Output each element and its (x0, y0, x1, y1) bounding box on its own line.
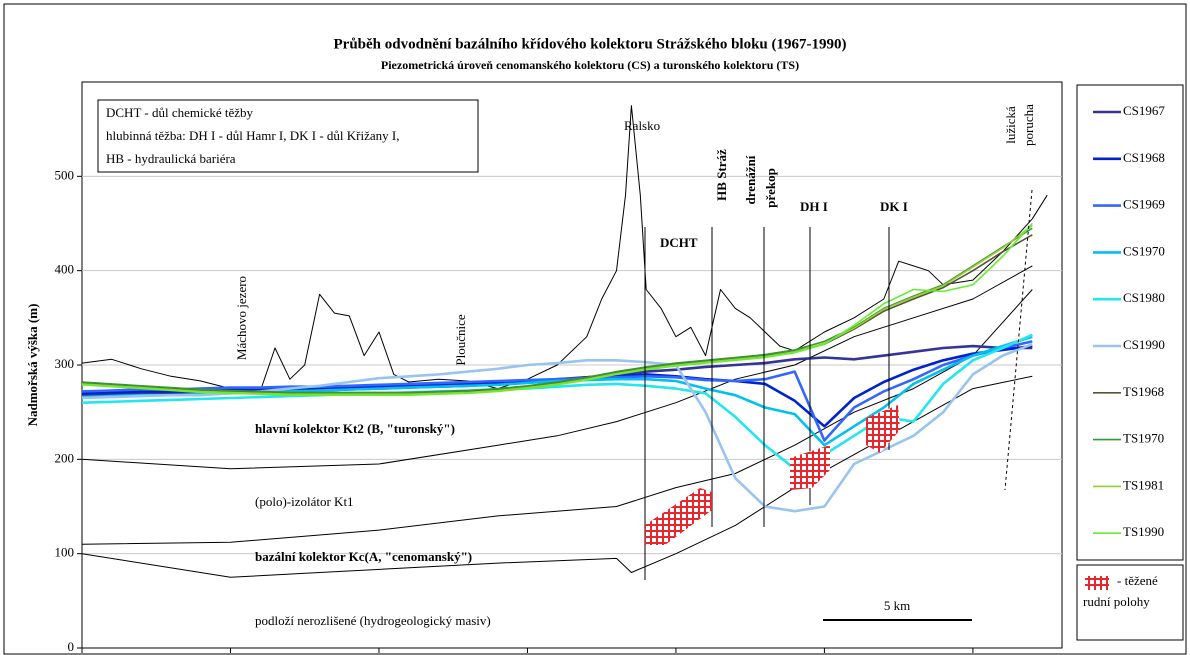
legend-label: CS1980 (1123, 290, 1165, 305)
chart-subtitle: Piezometrická úroveň cenomanského kolekt… (381, 58, 799, 72)
y-tick-label: 400 (55, 262, 75, 277)
annotation: lužická (1003, 106, 1018, 144)
y-tick-label: 300 (55, 356, 75, 371)
annotation: Máchovo jezero (234, 276, 249, 360)
layer-label: podloží nerozlišené (hydrogeologický mas… (255, 613, 491, 628)
annotation: DK I (880, 199, 908, 214)
annotation: překop (763, 168, 778, 208)
annotation: DH I (800, 199, 828, 214)
scale-label: 5 km (884, 598, 910, 613)
layer-boundary (81, 289, 1033, 545)
layer-label: bazální kolektor Kc(A, "cenomanský") (255, 549, 472, 564)
legend-ore-swatch (1085, 576, 1109, 590)
legend-label: CS1967 (1123, 103, 1165, 118)
annotation: Ploučnice (453, 314, 468, 365)
y-axis-label: Nadmořská výška (m) (25, 304, 40, 427)
chart-title: Průběh odvodnění bazálního křídového kol… (334, 36, 847, 52)
note: hlubinná těžba: DH I - důl Hamr I, DK I … (106, 128, 400, 143)
legend-label: CS1969 (1123, 197, 1165, 212)
annotation: HB Stráž (714, 149, 729, 201)
y-tick-label: 500 (55, 167, 75, 182)
y-tick-label: 0 (68, 639, 75, 654)
y-tick-label: 100 (55, 545, 75, 560)
layer-label: (polo)-izolátor Kt1 (255, 494, 354, 509)
frame (3, 3, 1187, 655)
locator-lines (644, 189, 1033, 580)
legend-label: TS1968 (1123, 384, 1164, 399)
legend-label: TS1981 (1123, 477, 1164, 492)
legend-label: CS1990 (1123, 337, 1165, 352)
legend-label: CS1968 (1123, 150, 1165, 165)
note: HB - hydraulická bariéra (106, 151, 236, 166)
legend-label: TS1990 (1123, 524, 1164, 539)
y-tick-label: 200 (55, 450, 75, 465)
series-line (81, 224, 1033, 395)
terrain-line (81, 105, 1048, 394)
legend-ore-text: rudní polohy (1083, 594, 1150, 609)
note: DCHT - důl chemické těžby (106, 105, 254, 120)
legend-label: CS1970 (1123, 243, 1165, 258)
layer-boundary (81, 265, 1033, 470)
layer-label: hlavní kolektor Kt2 (B, "turonský") (255, 421, 455, 436)
annotation: Ralsko (624, 118, 660, 133)
annotation: porucha (1021, 104, 1036, 146)
series-line (81, 234, 1033, 395)
series-line (81, 222, 1033, 396)
ore-zones (645, 405, 900, 545)
annotation: DCHT (660, 235, 698, 250)
series-line (81, 340, 1033, 442)
legend-label: TS1970 (1123, 431, 1164, 446)
annotation: drenážní (743, 155, 758, 204)
note-box (97, 99, 479, 173)
legend-ore-text: - těžené (1117, 573, 1158, 588)
legend (1076, 84, 1184, 561)
